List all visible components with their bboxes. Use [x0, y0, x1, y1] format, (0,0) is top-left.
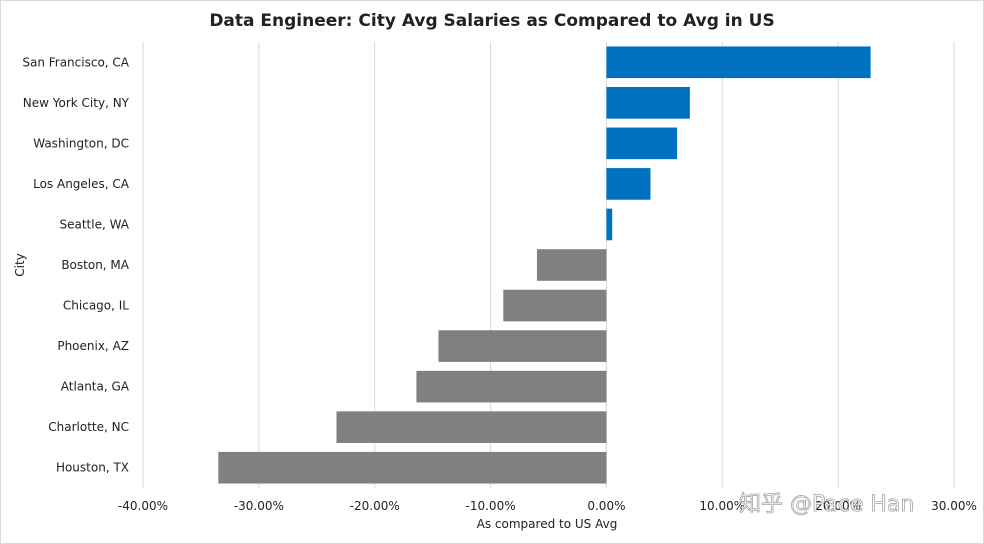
bar [606, 168, 651, 200]
bar [606, 87, 690, 119]
x-axis-label: As compared to US Avg [477, 517, 618, 531]
category-label: New York City, NY [23, 96, 130, 110]
x-tick-label: -10.00% [466, 499, 516, 513]
x-tick-label: -20.00% [350, 499, 400, 513]
category-label: Seattle, WA [59, 217, 129, 231]
category-label: Atlanta, GA [61, 380, 130, 394]
category-label: Chicago, IL [63, 299, 129, 313]
category-label: Boston, MA [61, 258, 129, 272]
y-axis-label: City [13, 253, 27, 277]
bar [606, 127, 678, 160]
x-tick-label: -40.00% [118, 499, 168, 513]
bars [218, 46, 871, 484]
category-label: Los Angeles, CA [33, 177, 130, 191]
bar [536, 249, 607, 281]
category-labels: San Francisco, CA New York City, NY Washin… [22, 55, 129, 474]
bar [606, 46, 871, 79]
watermark: 知乎 @Pace Han [739, 492, 914, 517]
bar [606, 208, 613, 241]
bar [336, 411, 607, 443]
category-label: Charlotte, NC [48, 420, 129, 434]
x-tick-label: 20.00% [815, 499, 861, 513]
bar [503, 289, 607, 322]
bar [416, 370, 607, 403]
bar [218, 451, 607, 484]
category-label: San Francisco, CA [22, 55, 129, 69]
x-tick-labels: -40.00% -30.00% -20.00% -10.00% 0.00% 10.00% 2… [118, 499, 977, 513]
x-tick-label: 10.00% [699, 499, 745, 513]
x-tick-label: -30.00% [234, 499, 284, 513]
x-tick-label: 30.00% [931, 499, 977, 513]
category-label: Washington, DC [33, 136, 129, 150]
chart-title: Data Engineer: City Avg Salaries as Comp… [209, 11, 774, 31]
category-label: Houston, TX [56, 461, 129, 475]
x-tick-label: 0.00% [587, 499, 625, 513]
bar [438, 330, 607, 362]
category-label: Phoenix, AZ [57, 339, 129, 353]
